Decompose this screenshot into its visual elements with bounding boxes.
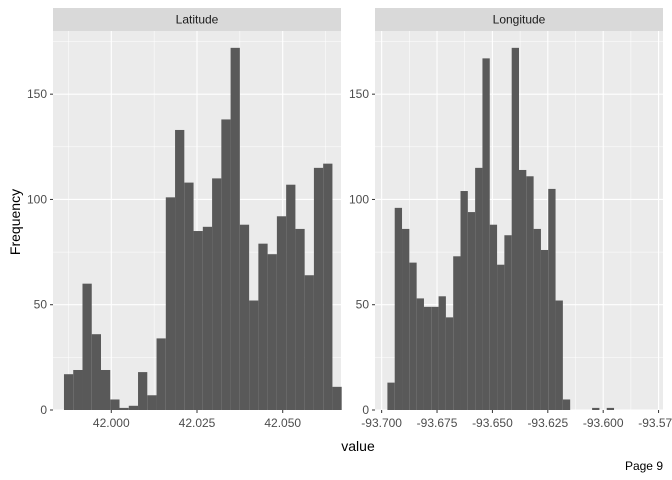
histogram-bar xyxy=(519,169,527,410)
histogram-bar xyxy=(489,224,498,410)
histogram-bar xyxy=(526,176,534,410)
x-tick-label: 42.000 xyxy=(93,416,130,430)
x-tick-label: 42.025 xyxy=(179,416,216,430)
y-tick-label: 50 xyxy=(34,298,48,312)
histogram-bar xyxy=(286,184,296,410)
y-tick-label: 150 xyxy=(349,87,369,101)
histogram-bar xyxy=(460,191,468,410)
histogram-bar xyxy=(606,407,615,410)
histogram-bar xyxy=(82,283,92,410)
y-tick-label: 0 xyxy=(40,403,47,417)
histogram-bar xyxy=(193,231,203,410)
histogram-bar xyxy=(202,226,213,410)
facet-strip xyxy=(53,8,341,31)
histogram-bar xyxy=(119,407,129,410)
histogram-bar xyxy=(387,382,395,410)
histogram-bar xyxy=(416,298,424,410)
histogram-bar xyxy=(212,178,222,410)
histogram-bar xyxy=(431,306,439,410)
histogram-bar xyxy=(101,369,111,410)
histogram-bar xyxy=(156,338,166,410)
histogram-bar xyxy=(482,58,490,410)
facet-strip-label: Latitude xyxy=(176,13,219,27)
histogram-bar xyxy=(249,300,259,410)
y-axis-title: Frequency xyxy=(7,189,23,255)
histogram-bar xyxy=(467,212,476,410)
x-tick-label: -93.700 xyxy=(361,416,402,430)
histogram-bar xyxy=(184,182,194,410)
x-tick-label: -93.675 xyxy=(417,416,458,430)
histogram-bar xyxy=(504,235,512,410)
histogram-bar xyxy=(147,395,157,410)
histogram-bar xyxy=(313,167,324,410)
y-tick-label: 0 xyxy=(362,403,369,417)
histogram-bar xyxy=(475,167,483,410)
histogram-bar xyxy=(165,197,176,410)
latitude-panel: Latitude 0 50 100 150 42.000 42.025 42.050 xyxy=(27,8,342,430)
histogram-bar xyxy=(592,407,600,410)
x-tick-label: -93.650 xyxy=(472,416,513,430)
histogram-bar xyxy=(295,228,305,410)
facet-strip xyxy=(375,8,663,31)
histogram-bar xyxy=(63,374,74,410)
histogram-bar xyxy=(511,47,519,410)
histogram-bar xyxy=(230,47,240,410)
histogram-bar xyxy=(91,334,101,410)
histogram-bar xyxy=(540,249,549,410)
y-tick-label: 50 xyxy=(356,298,370,312)
histogram-bar xyxy=(402,228,410,410)
histogram-bar xyxy=(323,163,333,410)
x-axis-title: value xyxy=(341,438,375,454)
y-tick-label: 100 xyxy=(27,192,47,206)
histogram-bar xyxy=(438,296,446,410)
histogram-bar xyxy=(445,317,454,410)
histogram-bar xyxy=(332,386,342,410)
histogram-bar xyxy=(555,300,563,410)
histogram-bar xyxy=(73,369,83,410)
histogram-bar xyxy=(423,306,432,410)
histogram-bar xyxy=(562,399,571,410)
histogram-bar xyxy=(453,256,461,410)
facet-strip-label: Longitude xyxy=(493,13,546,27)
y-tick-label: 150 xyxy=(27,87,47,101)
histogram-bar xyxy=(276,216,287,410)
histogram-bar xyxy=(239,224,250,410)
histogram-bar xyxy=(497,264,505,410)
histogram-bar xyxy=(258,243,268,410)
histogram-bar xyxy=(394,207,403,410)
x-tick-label: -93.600 xyxy=(583,416,624,430)
histogram-bar xyxy=(138,372,148,410)
histogram-bar xyxy=(304,275,314,410)
histogram-bar xyxy=(110,399,120,410)
y-tick-label: 100 xyxy=(349,192,369,206)
histogram-bar xyxy=(533,228,541,410)
histogram-bar xyxy=(128,405,139,410)
histogram-bar xyxy=(175,129,185,410)
histogram-bar xyxy=(221,119,231,410)
histogram-bar xyxy=(267,254,277,410)
histogram-bar xyxy=(409,262,417,410)
x-tick-label: 42.050 xyxy=(264,416,301,430)
x-tick-label: -93.625 xyxy=(527,416,568,430)
page-number: Page 9 xyxy=(624,459,663,473)
histogram-bar xyxy=(548,188,556,410)
x-tick-label: -93.575 xyxy=(638,416,672,430)
